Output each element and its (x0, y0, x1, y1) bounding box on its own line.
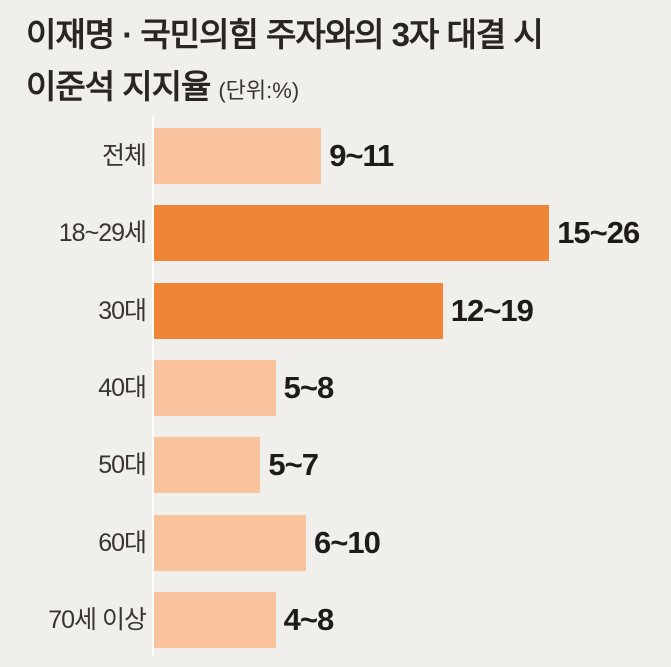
value-label: 9~11 (329, 138, 394, 173)
bar (154, 282, 443, 339)
category-label: 전체 (101, 142, 147, 170)
category-label: 70세 이상 (48, 605, 147, 634)
value-label: 5~8 (283, 369, 335, 405)
category-label: 40대 (98, 373, 147, 402)
value-label: 12~19 (450, 292, 534, 328)
category-label: 50대 (98, 451, 147, 480)
category-label: 18~29세 (58, 219, 147, 248)
chart-subtitle-text: 이준석 지지율 (26, 68, 211, 105)
value-label: 5~7 (268, 447, 319, 483)
value-label: 4~8 (283, 601, 335, 637)
category-label: 60대 (98, 528, 147, 557)
bar (154, 514, 306, 571)
category-label: 30대 (98, 296, 147, 325)
bar (154, 591, 276, 648)
value-label: 15~26 (557, 215, 640, 251)
bar (154, 128, 322, 184)
bar (154, 437, 261, 494)
chart-subtitle: 이준석 지지율 (단위:%) (26, 60, 299, 108)
unit-label: (단위:%) (218, 78, 300, 103)
category-axis-line (152, 116, 154, 656)
bar (154, 205, 550, 262)
chart-title: 이재명 · 국민의힘 주자와의 3자 대결 시 (26, 16, 544, 53)
bar (154, 359, 276, 416)
value-label: 6~10 (314, 524, 381, 560)
